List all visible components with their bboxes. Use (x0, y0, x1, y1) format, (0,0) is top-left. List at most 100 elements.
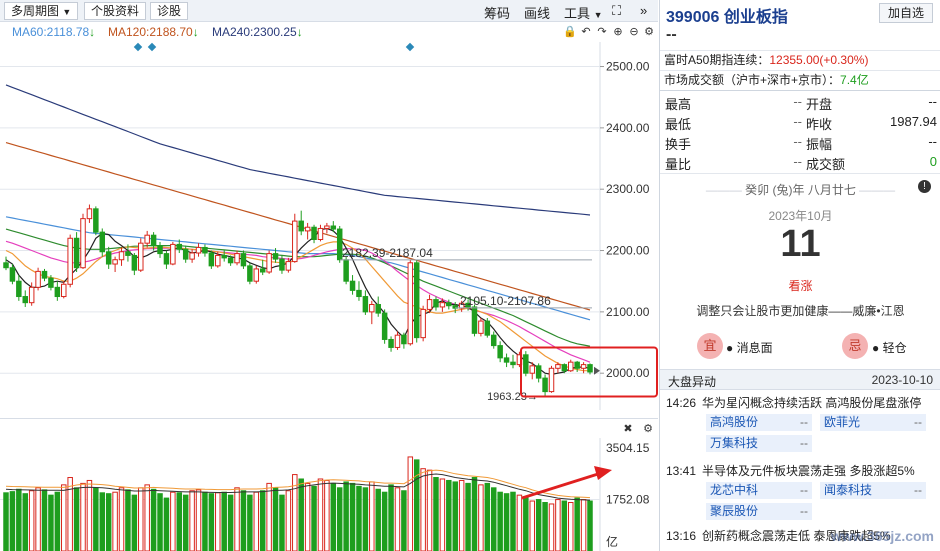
volume-chart[interactable]: 3504.15 1752.08 亿 (0, 438, 658, 551)
close-icon[interactable]: ✖ (623, 423, 633, 435)
add-favorite-button[interactable]: 加自选 (878, 3, 933, 23)
candle-body (478, 320, 484, 334)
lunar-date: ——— 癸卯 (兔)年 八月廿七 ——— (705, 183, 896, 197)
y-tick-label: 2200.00 (606, 244, 650, 258)
candle-body (279, 258, 285, 271)
candle (202, 244, 208, 257)
candle-body (394, 334, 401, 348)
chips-button[interactable]: 筹码 (484, 6, 511, 21)
candle-body (182, 248, 189, 260)
lock-icon[interactable]: 🔒 (563, 26, 577, 38)
volume-bar (298, 478, 304, 551)
volume-bar (324, 479, 330, 551)
y-tick-label: 2100.00 (606, 305, 650, 319)
candle-body (125, 251, 131, 256)
volume-bar (568, 502, 574, 551)
candle-body (542, 377, 548, 393)
candle-body (535, 365, 542, 379)
volume-bar (150, 488, 157, 551)
candle-body (41, 270, 48, 279)
news-item[interactable]: 13:16 创新药概念震荡走低 泰恩康跌超5% (666, 527, 938, 544)
quote-value: -- (793, 114, 802, 129)
candle (548, 365, 555, 393)
collapse-right-icon[interactable]: » (640, 3, 648, 18)
yi-text: ● 消息面 (726, 341, 773, 355)
ma30-line (5, 228, 591, 347)
diagnose-button[interactable]: 诊股 (150, 2, 189, 20)
candle-body (523, 354, 529, 374)
candle (542, 374, 548, 396)
ji-text: ● 轻仓 (872, 341, 907, 355)
volume-bar (247, 494, 253, 551)
a50-futures-row: 富时A50期指连续：12355.00(+0.30%) (660, 50, 940, 69)
tools-menu[interactable]: 工具 ▼ (564, 3, 603, 22)
undo-icon[interactable]: ↶ (581, 26, 591, 38)
news-item[interactable]: 13:41 半导体及元件板块震荡走强 多股涨超5% (666, 462, 938, 479)
candle (311, 224, 317, 244)
event-marker-icon (147, 42, 157, 52)
caret-down-icon: ▼ (593, 10, 603, 20)
candle-body (80, 218, 86, 269)
candle (279, 255, 285, 274)
volume-bar (48, 494, 54, 551)
candle (381, 309, 388, 344)
candle-body (105, 251, 112, 265)
related-stock-chip[interactable]: 高鸿股份 -- (706, 414, 812, 431)
candle (413, 259, 420, 343)
a50-label: 富时A50期指连续： (664, 53, 770, 67)
candle (195, 243, 202, 257)
period-dropdown[interactable]: 多周期图 ▼ (4, 2, 79, 20)
candle (580, 362, 587, 374)
stock-info-button[interactable]: 个股资料 (84, 2, 147, 20)
redo-icon[interactable]: ↷ (597, 26, 607, 38)
info-icon[interactable]: ! (918, 180, 931, 193)
candle (285, 257, 292, 273)
candle-body (317, 227, 324, 240)
volume-bar (471, 477, 478, 551)
candle-body (304, 226, 311, 232)
related-stock-chip[interactable]: 闻泰科技 -- (820, 482, 926, 499)
candle-body (157, 245, 163, 255)
related-stock-chip[interactable]: 欧菲光 -- (820, 414, 926, 431)
chip-stock-name: 龙芯中科 (710, 483, 759, 497)
draw-button[interactable]: 画线 (524, 6, 551, 21)
volume-bar (202, 491, 208, 551)
candle-body (202, 246, 208, 254)
volume-bar (279, 494, 285, 551)
event-marker-icon (133, 42, 143, 52)
candlestick-chart[interactable]: 2182.39-2187.04 2105.10-2107.86 1963.23→ 2… (0, 42, 658, 412)
volume-bar (420, 468, 426, 551)
related-stock-chip[interactable]: 聚辰股份 -- (706, 503, 812, 520)
volume-bar (561, 500, 568, 551)
volume-bar (369, 481, 375, 551)
candle-body (561, 364, 568, 372)
candle-body (131, 254, 138, 271)
trend-arrow-head (594, 466, 612, 480)
volume-bar (35, 487, 41, 551)
news-item[interactable]: 14:26 华为星闪概念持续活跃 高鸿股份尾盘涨停 (666, 394, 938, 411)
tools-menu-label: 工具 (564, 6, 591, 21)
volume-bar (176, 492, 183, 551)
candle (28, 282, 35, 306)
volume-bar (138, 487, 144, 551)
quote-value: -- (928, 134, 937, 149)
quote-label: 振幅 (806, 137, 833, 152)
ma120-line (5, 142, 591, 311)
candle (298, 210, 304, 236)
range-label: 2105.10-2107.86 (460, 294, 551, 308)
settings-gear-icon[interactable]: ⚙ (644, 26, 654, 38)
fullscreen-icon[interactable]: ⛶ (612, 3, 622, 18)
zoom-out-icon[interactable]: ⊖ (629, 26, 639, 38)
candle-body (176, 243, 183, 250)
settings-gear-icon[interactable]: ⚙ (643, 423, 653, 435)
candle (22, 290, 28, 307)
candle-body (221, 254, 227, 259)
related-stock-chip[interactable]: 万集科技 -- (706, 435, 812, 452)
quote-row: 最低 -- 昨收 1987.94 (660, 113, 940, 133)
volume-bar (484, 482, 491, 551)
candle (523, 351, 529, 377)
ma-indicator-bar: MA60:2118.78↓ MA120:2188.70↓ MA240:2300.… (0, 22, 658, 42)
related-stock-chip[interactable]: 龙芯中科 -- (706, 482, 812, 499)
zoom-in-icon[interactable]: ⊕ (613, 26, 623, 38)
candle (253, 265, 260, 284)
